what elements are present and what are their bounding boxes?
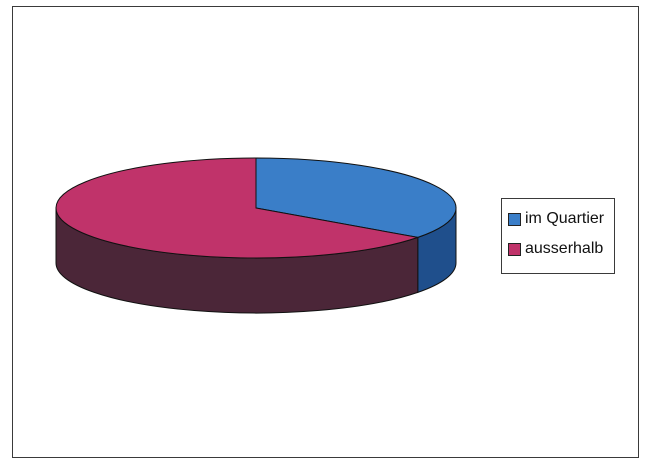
legend-swatch-im-quartier: [508, 212, 521, 226]
legend-item-im-quartier: im Quartier: [508, 207, 608, 231]
legend-item-ausserhalb: ausserhalb: [508, 237, 608, 261]
legend-swatch-ausserhalb: [508, 242, 521, 256]
legend: im Quartier ausserhalb: [501, 198, 615, 274]
pie-slice-ausserhalb: [55, 157, 420, 259]
legend-label-im-quartier: im Quartier: [525, 210, 605, 227]
pie-slice-im-quartier: [255, 157, 457, 238]
legend-label-ausserhalb: ausserhalb: [525, 240, 604, 257]
